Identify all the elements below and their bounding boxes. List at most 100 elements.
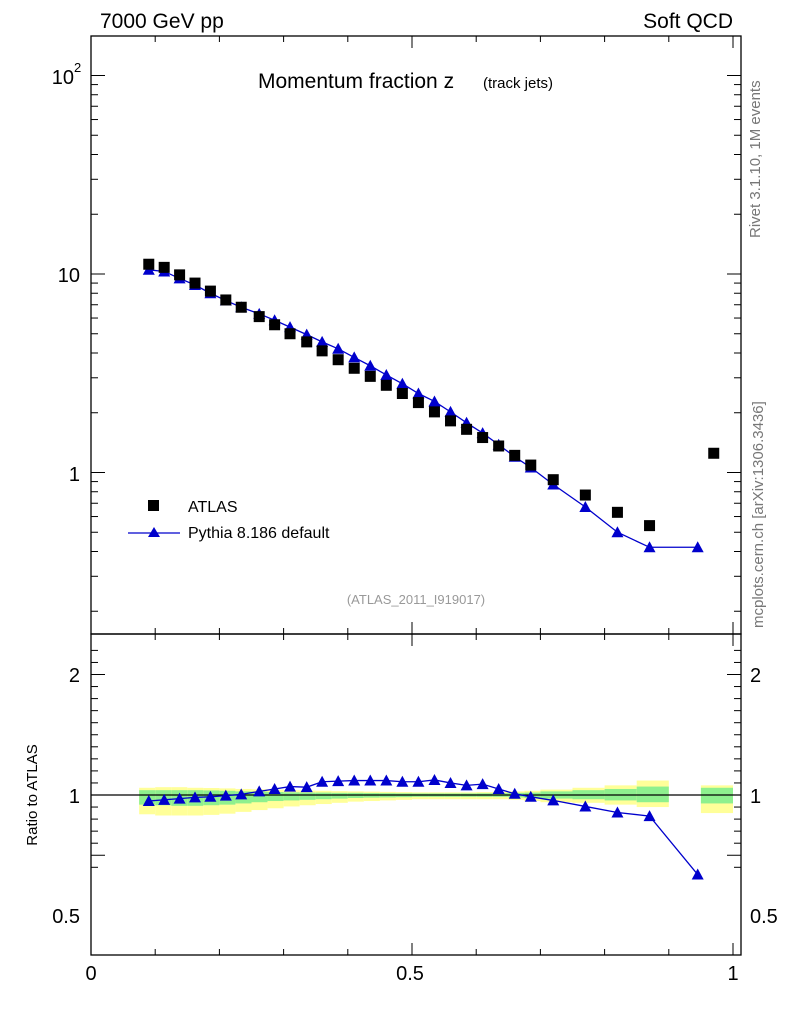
ratio-inner-band — [315, 792, 332, 800]
atlas-point — [509, 449, 521, 461]
atlas-point — [396, 388, 408, 400]
legend-pythia-label: Pythia 8.186 default — [188, 525, 330, 542]
pythia-point — [643, 541, 656, 553]
atlas-point — [301, 336, 313, 348]
atlas-point — [269, 319, 281, 331]
atlas-point — [348, 362, 360, 374]
legend: ATLAS Pythia 8.186 default — [128, 499, 330, 542]
atlas-point — [253, 311, 265, 323]
atlas-point — [316, 345, 328, 357]
atlas-point — [204, 285, 216, 297]
ratio-pythia-point — [348, 774, 361, 786]
atlas-point — [284, 328, 296, 340]
ratio-pythia-point — [142, 795, 155, 807]
atlas-point — [445, 415, 457, 427]
atlas-point — [143, 258, 155, 270]
ratio-pythia-point — [547, 794, 560, 806]
pythia-point — [364, 359, 377, 371]
atlas-point — [493, 440, 505, 452]
ratio-pythia-point — [268, 782, 281, 794]
rivet-version-label: Rivet 3.1.10, 1M events — [747, 80, 764, 238]
atlas-point — [380, 379, 392, 391]
ratio-pythia-point — [508, 787, 521, 799]
ratio-panel: Ratio to ATLAS 0.5 1 2 0.5 1 2 — [24, 633, 778, 956]
plot-title-subscript: (track jets) — [483, 75, 553, 92]
ratio-inner-band — [251, 791, 268, 803]
ratio-pythia-point — [316, 775, 329, 787]
atlas-point — [547, 474, 559, 486]
ratio-pythia-point — [524, 790, 537, 802]
atlas-point — [708, 447, 720, 459]
ratio-pythia-point — [476, 778, 489, 790]
main-panel: Momentum fraction z (track jets) (ATLAS_… — [52, 35, 742, 635]
ratio-pythia-point — [396, 775, 409, 787]
header-process-label: Soft QCD — [643, 10, 733, 33]
legend-atlas-marker — [148, 500, 159, 511]
ratio-pythia-point — [204, 790, 217, 802]
header-beam-label: 7000 GeV pp — [100, 10, 224, 33]
pythia-point — [380, 368, 393, 380]
ratio-y-tick-label-left-2: 2 — [69, 665, 80, 687]
ratio-pythia-point — [364, 774, 377, 786]
analysis-id-label: (ATLAS_2011_I919017) — [347, 592, 485, 607]
ratio-pythia-point — [444, 776, 457, 788]
x-tick-label-0: 0 — [85, 963, 96, 985]
mcplots-reference-label: mcplots.cern.ch [arXiv:1306.3436] — [750, 401, 767, 628]
pythia-point — [444, 405, 457, 417]
ratio-pythia-point — [643, 810, 656, 822]
pythia-point — [579, 501, 592, 513]
atlas-point — [477, 432, 489, 444]
pythia-point — [412, 387, 425, 399]
ratio-frame — [90, 633, 742, 956]
atlas-point — [220, 294, 232, 306]
pythia-point — [348, 351, 361, 363]
pythia-point — [396, 377, 409, 389]
ratio-pythia-point — [428, 773, 441, 785]
ratio-pythia-point — [412, 775, 425, 787]
ratio-inner-band — [700, 787, 733, 804]
ratio-y-tick-label-right-0.5: 0.5 — [750, 906, 778, 928]
atlas-point — [428, 406, 440, 418]
legend-atlas-label: ATLAS — [188, 499, 238, 516]
ratio-pythia-point — [611, 806, 624, 818]
x-tick-label-0.5: 0.5 — [396, 963, 424, 985]
atlas-point — [525, 459, 537, 471]
atlas-point — [611, 506, 623, 518]
ratio-pythia-point — [380, 774, 393, 786]
pythia-point — [611, 526, 624, 538]
plot-title: Momentum fraction z — [258, 70, 454, 93]
ratio-y-tick-label-right-2: 2 — [750, 665, 761, 687]
ratio-y-tick-label-right-1: 1 — [750, 786, 761, 808]
x-tick-label-1: 1 — [727, 963, 738, 985]
ratio-inner-band — [267, 791, 284, 802]
ratio-inner-band — [299, 792, 316, 800]
atlas-point — [332, 354, 344, 366]
ratio-pythia-point — [235, 788, 248, 800]
ratio-pythia-point — [219, 789, 232, 801]
ratio-y-tick-label-left-0.5: 0.5 — [52, 906, 80, 928]
pythia-point — [316, 335, 329, 347]
pythia-point — [332, 342, 345, 354]
atlas-point — [461, 423, 473, 435]
ratio-pythia-point — [300, 781, 313, 793]
ratio-inner-band — [636, 786, 669, 803]
atlas-point — [189, 277, 201, 289]
atlas-point — [412, 397, 424, 409]
ratio-pythia-point — [173, 792, 186, 804]
ratio-pythia-point — [460, 779, 473, 791]
atlas-point — [364, 370, 376, 382]
ratio-pythia-point — [492, 782, 505, 794]
ratio-y-axis-label: Ratio to ATLAS — [24, 744, 41, 845]
atlas-point — [644, 520, 656, 532]
ratio-pythia-point — [158, 793, 171, 805]
atlas-point — [174, 269, 186, 281]
legend-pythia-marker — [148, 527, 160, 537]
atlas-point — [235, 301, 247, 313]
ratio-pythia-point — [253, 785, 266, 797]
ratio-pythia-point — [579, 800, 592, 812]
main-y-tick-label-1: 1 — [69, 464, 80, 486]
pythia-point — [428, 395, 441, 407]
atlas-point — [158, 261, 170, 273]
ratio-y-tick-label-left-1: 1 — [69, 786, 80, 808]
